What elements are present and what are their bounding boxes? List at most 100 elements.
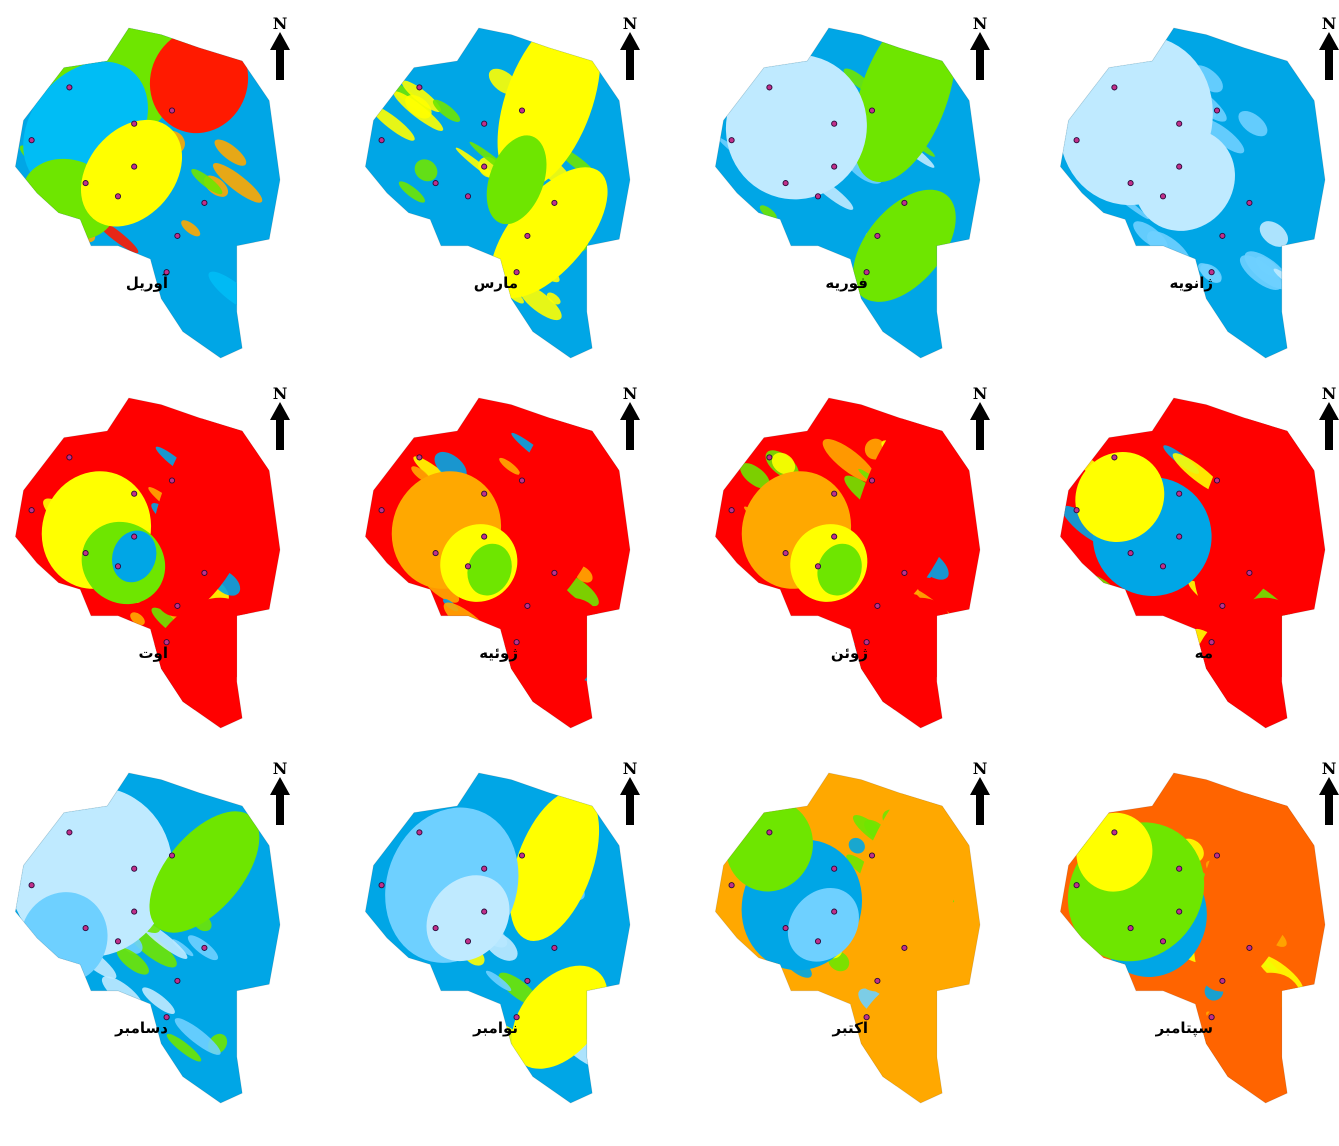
station-dot [901,569,908,576]
texture-band [393,91,444,131]
station-dot [868,852,876,859]
station-dot [874,602,881,609]
region-outline [364,772,631,1104]
station-dot [1246,944,1253,951]
north-letter: N [622,384,638,403]
station-dot [1176,490,1183,497]
station-dot [863,639,870,646]
texture-band [166,1033,202,1062]
station-dot [901,199,908,206]
north-arrow-icon [970,402,990,450]
climate-zone [1076,812,1153,892]
station-dot [1176,163,1183,170]
texture-band [445,1039,468,1059]
north-arrow: N [1319,386,1339,452]
station-dot [131,490,138,497]
texture-band [1103,616,1124,638]
climate-zone [111,530,157,583]
texture-band [438,648,468,674]
station-dot [1213,107,1221,114]
region-outline [714,397,981,729]
texture-band [73,261,94,278]
climate-zone [1193,398,1316,617]
station-dot [1127,550,1134,557]
station-dot [131,533,138,540]
station-dot [874,977,881,984]
texture-band [786,991,817,1019]
station-dot [432,180,439,187]
climate-zone [845,597,953,714]
month-label-february: فوریه [825,274,868,292]
texture-band [414,159,438,182]
north-letter: N [1321,759,1337,778]
texture-band [1096,600,1123,623]
station-dot [174,602,181,609]
station-dot [416,829,423,836]
map-panel-november: نوامبر [350,765,650,1105]
station-dot [201,944,208,951]
texture-band [752,276,780,299]
texture-band [746,1011,785,1045]
map-fill-december [15,773,281,1103]
region-map-december [14,772,281,1104]
station-dot [1176,120,1183,127]
texture-band [397,638,439,672]
station-dot [1073,507,1080,514]
station-dot [551,944,558,951]
region-map-january [1059,27,1326,359]
station-dot [481,865,488,872]
climate-zone [848,398,971,617]
station-dot [82,925,89,932]
north-arrow: N [270,761,290,827]
station-dot [66,84,73,91]
region-map-august [14,397,281,729]
north-arrow: N [1319,761,1339,827]
map-panel-september: سپتامبر [1045,765,1339,1105]
texture-band [1154,630,1174,647]
station-dot [513,1014,520,1021]
station-dot [1176,908,1183,915]
station-dot [1208,639,1215,646]
station-dot [868,477,876,484]
climate-zone [817,543,862,596]
station-dot [432,550,439,557]
station-dot [163,269,170,276]
month-label-january: ژانویه [1169,274,1213,292]
texture-band [546,292,561,305]
station-dot [1127,180,1134,187]
station-dot [814,563,822,570]
texture-band [740,463,770,489]
texture-band [408,271,458,313]
texture-band [1238,110,1268,137]
station-dot [464,938,472,945]
station-dot [524,232,531,239]
region-outline [14,27,281,359]
climate-zone [853,189,956,302]
station-dot [174,977,181,984]
station-dot [163,639,170,646]
station-dot [1208,1014,1215,1021]
station-dot [551,569,558,576]
north-letter: N [622,759,638,778]
north-arrow: N [970,386,990,452]
station-dot [524,977,531,984]
month-label-june: ژوئن [830,644,868,662]
station-dot [1176,865,1183,872]
station-dot [1073,137,1080,144]
texture-band [1239,255,1282,290]
north-letter: N [622,14,638,33]
climate-zone [1193,773,1316,992]
station-dot [513,269,520,276]
station-dot [66,454,73,461]
station-dot [481,908,488,915]
texture-band [172,939,194,957]
station-dot [481,490,488,497]
station-dot [831,490,838,497]
month-label-october: اکتبر [832,1019,868,1037]
station-dot [518,107,526,114]
station-dot [163,1014,170,1021]
region-map-september [1059,772,1326,1104]
month-label-september: سپتامبر [1155,1019,1213,1037]
north-arrow-icon [620,402,640,450]
